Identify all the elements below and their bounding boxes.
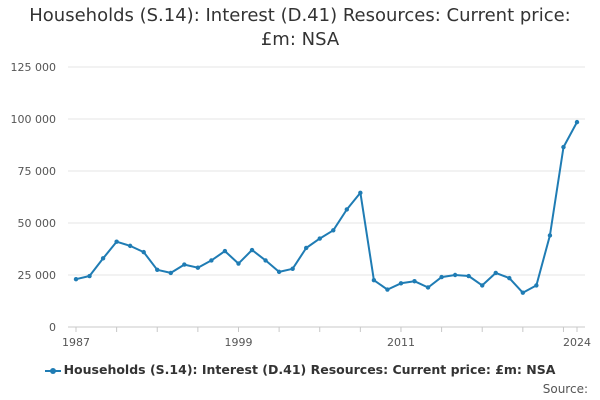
data-point	[236, 261, 241, 266]
data-point	[561, 144, 566, 150]
x-tick-label: 1999	[224, 336, 252, 349]
chart-title-line-2: £m: NSA	[260, 29, 340, 50]
x-tick-label: 1987	[62, 336, 90, 349]
data-point	[344, 207, 350, 212]
data-point	[371, 278, 377, 283]
data-point	[547, 233, 553, 238]
data-point	[466, 273, 471, 279]
data-point	[452, 272, 458, 278]
data-point	[87, 273, 92, 279]
data-point	[331, 228, 336, 233]
data-point	[358, 190, 363, 196]
data-point	[222, 248, 228, 254]
data-point	[290, 266, 295, 271]
data-point	[303, 245, 309, 251]
y-tick-label: 25 000	[18, 269, 57, 282]
legend-series-label: Households (S.14): Interest (D.41) Resou…	[63, 362, 556, 377]
y-tick-label: 0	[49, 321, 56, 334]
y-tick-label: 125 000	[11, 61, 57, 74]
data-point	[209, 258, 214, 263]
y-tick-label: 75 000	[18, 165, 57, 178]
x-tick-label: 2024	[563, 336, 591, 349]
data-point	[520, 290, 526, 295]
data-point	[493, 270, 498, 276]
data-point	[182, 262, 187, 267]
legend-line-marker-icon	[44, 367, 61, 375]
y-tick-label: 100 000	[11, 113, 57, 126]
data-point	[73, 276, 79, 282]
data-point	[425, 285, 431, 290]
data-point	[155, 267, 160, 272]
data-point	[141, 249, 146, 255]
data-point	[480, 283, 485, 288]
data-point	[507, 275, 512, 281]
legend[interactable]: Households (S.14): Interest (D.41) Resou…	[0, 362, 600, 377]
data-point	[574, 119, 580, 125]
data-point	[114, 239, 119, 244]
data-point	[276, 269, 282, 275]
data-point	[168, 270, 173, 276]
data-point	[439, 274, 444, 280]
data-point	[100, 256, 106, 261]
data-point	[317, 236, 322, 241]
data-point	[195, 265, 201, 270]
y-tick-label: 50 000	[18, 217, 57, 230]
data-point	[127, 243, 133, 249]
data-point	[263, 258, 268, 263]
series-line	[75, 121, 578, 294]
data-point	[534, 283, 539, 288]
data-point	[398, 281, 404, 286]
chart-title: Households (S.14): Interest (D.41) Resou…	[0, 4, 600, 52]
data-point	[412, 279, 417, 284]
chart-title-line-1: Households (S.14): Interest (D.41) Resou…	[29, 5, 571, 26]
data-point	[385, 287, 390, 292]
source-label: Source:	[542, 382, 588, 396]
data-point	[249, 247, 255, 253]
x-tick-label: 2011	[387, 336, 415, 349]
